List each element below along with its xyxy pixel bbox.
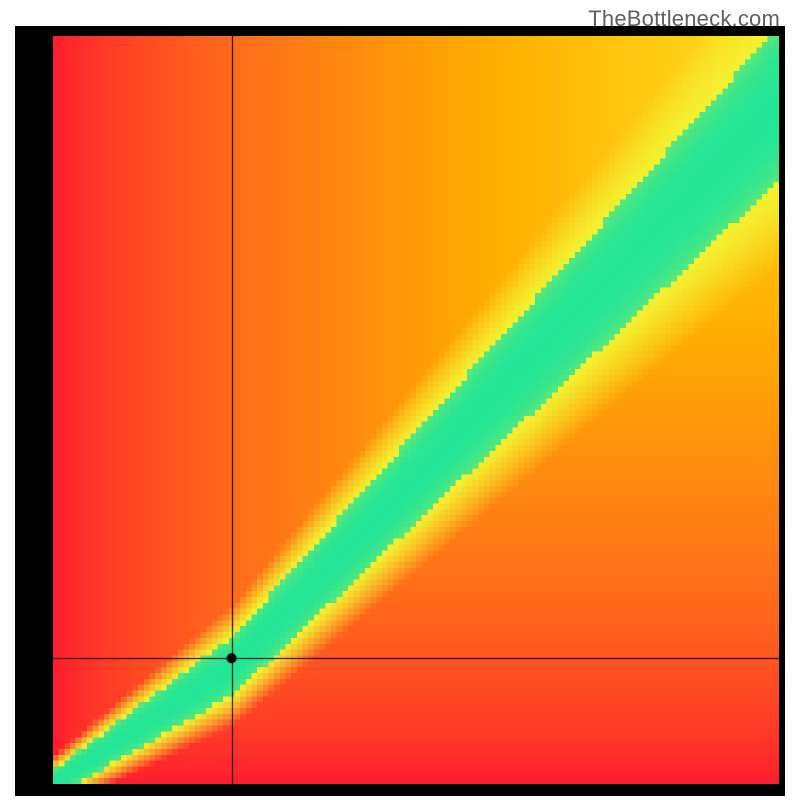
watermark-text: TheBottleneck.com bbox=[588, 6, 780, 32]
crosshair-overlay bbox=[53, 36, 779, 784]
plot-frame bbox=[15, 26, 785, 796]
